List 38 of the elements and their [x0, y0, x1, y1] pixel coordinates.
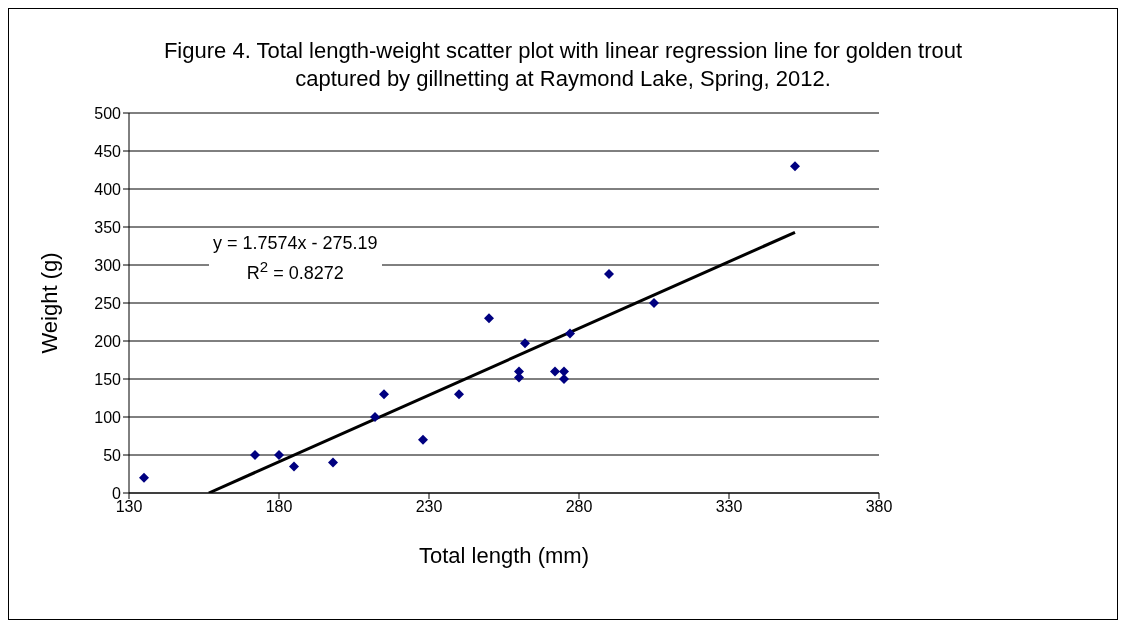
point — [559, 366, 569, 377]
x-tick-label: 230 — [415, 498, 443, 516]
point — [139, 472, 149, 483]
y-tick-label: 500 — [94, 104, 122, 122]
x-axis-title: Total length (mm) — [419, 543, 589, 568]
x-tick-label: 330 — [715, 498, 743, 516]
y-tick-label: 50 — [103, 446, 122, 464]
point — [250, 450, 260, 460]
chart-title: Figure 4. Total length-weight scatter plot with linear regression line for golden trout captured by gillnetting at Raymond Lake, Spring, 2012. — [162, 37, 964, 93]
y-axis-title: Weight (g) — [36, 252, 62, 354]
point — [790, 161, 800, 172]
point — [370, 412, 380, 422]
point — [418, 434, 428, 445]
point — [550, 366, 560, 377]
point — [649, 298, 659, 308]
point — [484, 313, 494, 324]
point — [565, 328, 575, 339]
annotation: y = 1.7574x - 275.19 R$^{2}$ = 0.8272 — [209, 231, 382, 285]
point — [520, 338, 530, 349]
x-tick-label: 130 — [115, 498, 143, 516]
y-tick-label: 100 — [94, 408, 122, 426]
y-tick-label: 450 — [94, 142, 122, 160]
y-tick-label: 350 — [94, 218, 122, 236]
x-tick-label: 280 — [565, 498, 593, 516]
point — [604, 269, 614, 280]
y-tick-label: 400 — [94, 180, 122, 198]
x-tick-label: 380 — [865, 498, 893, 516]
y-tick-label: 150 — [94, 370, 122, 388]
y-tick-label: 200 — [94, 332, 122, 350]
point — [328, 457, 338, 468]
x-tick-label: 180 — [265, 498, 293, 516]
point — [274, 450, 284, 460]
y-tick-label: 300 — [94, 256, 122, 274]
point — [379, 389, 389, 400]
y-tick-label: 250 — [94, 294, 122, 312]
point — [454, 389, 464, 400]
point — [559, 374, 569, 384]
point — [289, 461, 299, 472]
